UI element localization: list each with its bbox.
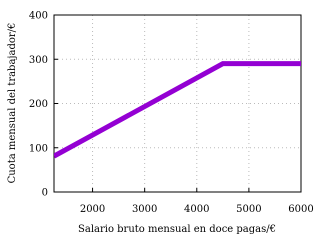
y-tick-label: 300	[29, 55, 48, 66]
y-tick-label: 400	[29, 11, 48, 22]
y-tick-label: 0	[42, 188, 48, 199]
x-axis-label: Salario bruto mensual en doce pagas/€	[78, 224, 276, 235]
plot-frame	[53, 14, 302, 193]
y-tick-label: 100	[29, 143, 48, 154]
y-tick-label: 200	[29, 99, 48, 110]
x-tick-label: 2000	[80, 204, 105, 215]
y-axis-label: Cuota mensual del trabajador/€	[7, 23, 18, 184]
x-tick-label: 5000	[236, 204, 261, 215]
x-tick-label: 4000	[184, 204, 209, 215]
x-tick-label: 3000	[132, 204, 157, 215]
line	[54, 61, 301, 159]
x-tick-label: 6000	[288, 204, 313, 215]
